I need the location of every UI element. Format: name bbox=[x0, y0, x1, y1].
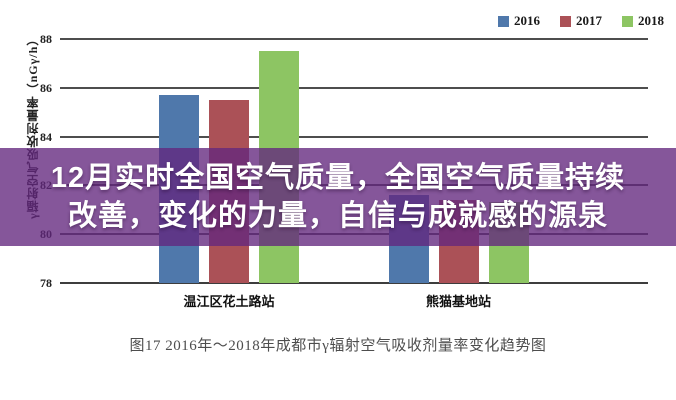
y-tick-label-88: 88 bbox=[40, 32, 52, 46]
legend-swatch-icon-2016 bbox=[498, 15, 509, 27]
chart-caption: 图17 2016年～2018年成都市γ辐射空气吸收剂量率变化趋势图 bbox=[129, 338, 547, 354]
legend-swatch-icon-2018 bbox=[622, 15, 633, 27]
legend-label-2018: 2018 bbox=[638, 13, 664, 28]
y-tick-label-86: 86 bbox=[40, 80, 52, 95]
legend-item-2018: 2018 bbox=[622, 13, 664, 29]
headline-overlay-banner: 12月实时全国空气质量，全国空气质量持续 改善，变化的力量，自信与成就感的源泉 bbox=[0, 148, 676, 246]
headline-line-1: 12月实时全国空气质量，全国空气质量持续 bbox=[50, 162, 626, 194]
gridline-88 bbox=[60, 38, 648, 40]
legend-item-2017: 2017 bbox=[560, 13, 602, 29]
legend-swatch-icon-2017 bbox=[560, 15, 571, 27]
gridline-78 bbox=[60, 282, 648, 284]
y-tick-label-84: 84 bbox=[40, 129, 52, 144]
category-label-1: 熊猫基地站 bbox=[425, 294, 492, 309]
gridline-84 bbox=[60, 135, 648, 138]
gridline-86 bbox=[60, 86, 648, 89]
legend-label-2017: 2017 bbox=[576, 13, 602, 28]
headline-line-2: 改善，变化的力量，自信与成就感的源泉 bbox=[67, 200, 608, 232]
chart-legend: 2016 2017 2018 bbox=[498, 13, 664, 29]
legend-label-2016: 2016 bbox=[514, 13, 540, 28]
category-label-0: 温江区花土路站 bbox=[183, 294, 275, 309]
y-tick-label-78: 78 bbox=[40, 276, 52, 290]
legend-item-2016: 2016 bbox=[498, 13, 540, 29]
